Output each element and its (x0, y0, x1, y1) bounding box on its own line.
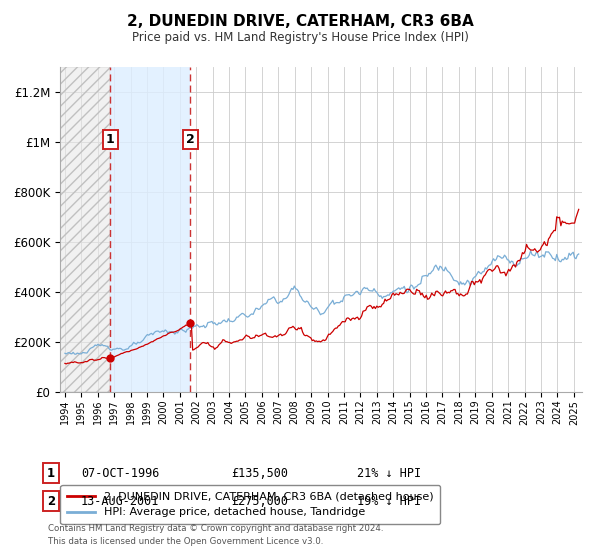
Text: 21% ↓ HPI: 21% ↓ HPI (357, 466, 421, 480)
Text: 2, DUNEDIN DRIVE, CATERHAM, CR3 6BA: 2, DUNEDIN DRIVE, CATERHAM, CR3 6BA (127, 14, 473, 29)
Text: 1: 1 (47, 466, 55, 480)
Text: £135,500: £135,500 (231, 466, 288, 480)
Text: This data is licensed under the Open Government Licence v3.0.: This data is licensed under the Open Gov… (48, 537, 323, 546)
Text: 2: 2 (185, 133, 194, 146)
Text: 2: 2 (47, 494, 55, 508)
Text: £275,000: £275,000 (231, 494, 288, 508)
Text: 07-OCT-1996: 07-OCT-1996 (81, 466, 160, 480)
Text: Price paid vs. HM Land Registry's House Price Index (HPI): Price paid vs. HM Land Registry's House … (131, 31, 469, 44)
Text: 1: 1 (106, 133, 115, 146)
Text: 13-AUG-2001: 13-AUG-2001 (81, 494, 160, 508)
Legend: 2, DUNEDIN DRIVE, CATERHAM, CR3 6BA (detached house), HPI: Average price, detach: 2, DUNEDIN DRIVE, CATERHAM, CR3 6BA (det… (61, 486, 440, 524)
Text: 19% ↓ HPI: 19% ↓ HPI (357, 494, 421, 508)
Text: Contains HM Land Registry data © Crown copyright and database right 2024.: Contains HM Land Registry data © Crown c… (48, 524, 383, 533)
Bar (110, 67, 190, 392)
Bar (60, 67, 110, 392)
Bar (60, 67, 110, 392)
